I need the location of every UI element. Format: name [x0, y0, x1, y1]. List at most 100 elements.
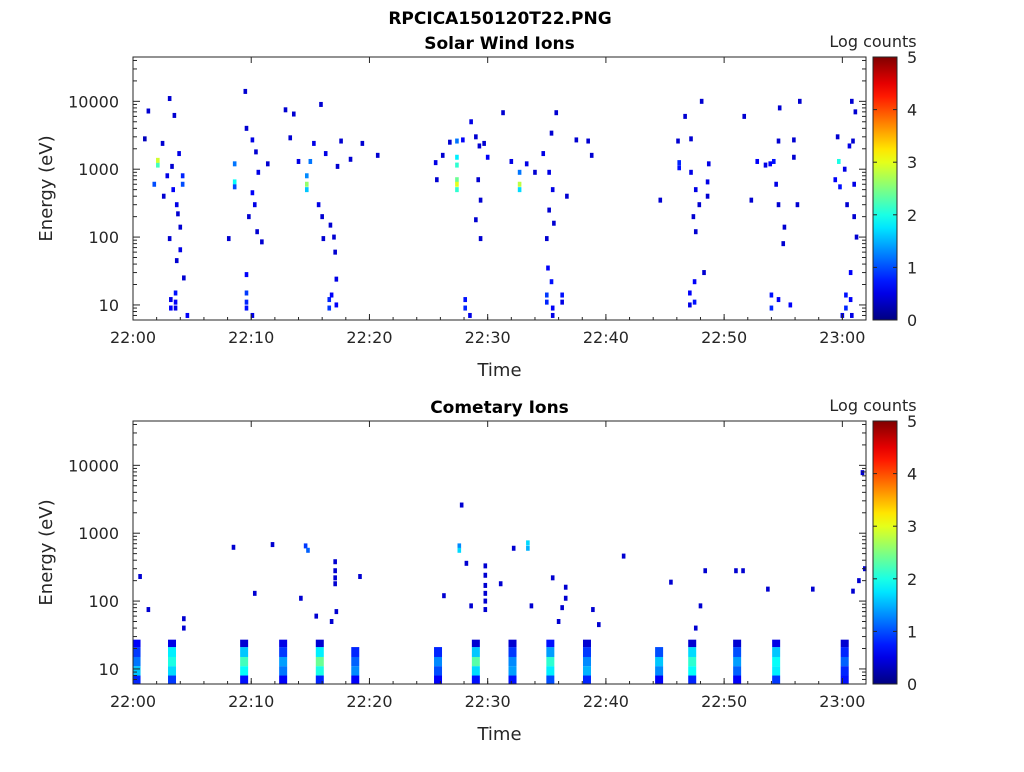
data-cell: [288, 135, 293, 141]
data-cell: [250, 190, 255, 196]
data-cell: [260, 239, 264, 245]
data-column-cell: [279, 656, 288, 667]
data-cell: [304, 173, 309, 179]
colorbar-tick-label: 2: [907, 570, 917, 589]
axes-box: [132, 56, 867, 321]
x-tick-label: 22:30: [465, 328, 511, 347]
data-cell: [316, 202, 321, 208]
data-column-cell: [546, 639, 555, 648]
data-cell: [169, 297, 173, 303]
data-cell: [180, 173, 185, 179]
data-cell: [334, 276, 339, 282]
data-cell: [483, 607, 488, 613]
data-column-cell: [655, 647, 664, 657]
data-cell: [842, 166, 847, 172]
data-cell: [658, 197, 663, 203]
data-cell: [550, 312, 555, 318]
data-cell: [699, 98, 704, 104]
data-column-cell: [168, 639, 177, 648]
data-column-cell: [132, 666, 141, 676]
data-cell: [308, 158, 313, 164]
data-cell: [483, 563, 488, 569]
x-tick-label: 22:50: [701, 692, 747, 711]
data-cell: [517, 187, 522, 193]
data-column-cell: [655, 666, 664, 676]
data-cell: [550, 187, 555, 193]
data-column-cell: [733, 647, 742, 657]
plot-area: [133, 57, 866, 320]
data-cell: [244, 290, 249, 296]
data-cell: [173, 290, 178, 296]
data-cell: [792, 137, 796, 143]
data-cell: [844, 292, 848, 298]
y-tick-label: 10: [99, 660, 119, 679]
data-cell: [319, 101, 323, 107]
data-column-cell: [772, 675, 781, 684]
data-cell: [763, 162, 768, 168]
data-cell: [244, 272, 249, 278]
data-cell: [146, 607, 151, 613]
data-cell: [788, 302, 793, 308]
data-column-cell: [733, 639, 742, 648]
data-column-cell: [508, 639, 517, 648]
data-cell: [339, 138, 343, 144]
y-tick-label: 1000: [78, 524, 119, 543]
data-column-cell: [315, 675, 324, 684]
data-column-cell: [132, 639, 141, 648]
data-cell: [167, 236, 172, 242]
data-column-cell: [840, 647, 849, 657]
data-column-cell: [840, 656, 849, 667]
data-cell: [482, 140, 486, 146]
x-tick-label: 22:10: [228, 328, 274, 347]
data-cell: [474, 217, 478, 223]
data-cell: [688, 290, 692, 296]
data-cell: [256, 169, 261, 175]
colorbar-tick-label: 0: [907, 311, 917, 330]
data-cell: [688, 302, 692, 308]
colorbar: [872, 420, 898, 685]
data-column-cell: [508, 675, 517, 684]
data-cell: [847, 143, 852, 149]
x-axis-label: Time: [476, 724, 521, 745]
data-cell: [160, 140, 165, 146]
x-tick-label: 22:00: [110, 692, 156, 711]
data-cell: [143, 136, 147, 142]
data-cell: [433, 160, 438, 166]
data-cell: [517, 169, 522, 175]
data-cell: [231, 544, 236, 550]
data-cell: [485, 154, 490, 160]
data-column-cell: [168, 647, 177, 657]
plot-area: [133, 421, 866, 684]
data-column-cell: [582, 639, 591, 648]
panel-solar-wind-ions: Solar Wind Ions 22:00 22:10 22:20 22:30 22:40…: [36, 32, 917, 381]
data-cell: [550, 305, 555, 311]
axes-box: [132, 420, 867, 685]
data-cell: [769, 305, 774, 311]
data-cell: [533, 169, 537, 175]
data-cell: [702, 270, 706, 276]
data-cell: [705, 179, 710, 185]
data-column-cell: [240, 639, 249, 648]
data-cell: [501, 110, 505, 116]
data-cell: [483, 582, 488, 588]
data-column-cell: [688, 639, 697, 648]
data-cell: [176, 211, 180, 217]
data-cell: [182, 625, 186, 631]
data-cell: [698, 603, 703, 609]
data-cell: [853, 109, 858, 115]
data-column-cell: [688, 675, 697, 684]
data-cell: [852, 181, 856, 187]
data-column-cell: [240, 656, 249, 667]
figure-title: RPCICA150120T22.PNG: [388, 9, 611, 29]
data-cell: [306, 547, 310, 553]
data-cell: [850, 98, 854, 104]
data-cell: [435, 177, 439, 183]
data-cell: [478, 236, 483, 242]
data-column-cell: [582, 656, 591, 667]
data-cell: [156, 162, 160, 168]
data-cell: [755, 158, 760, 164]
colorbar-tick-label: 0: [907, 675, 917, 694]
data-cell: [448, 139, 452, 145]
data-cell: [591, 607, 595, 613]
data-cell: [703, 568, 708, 574]
